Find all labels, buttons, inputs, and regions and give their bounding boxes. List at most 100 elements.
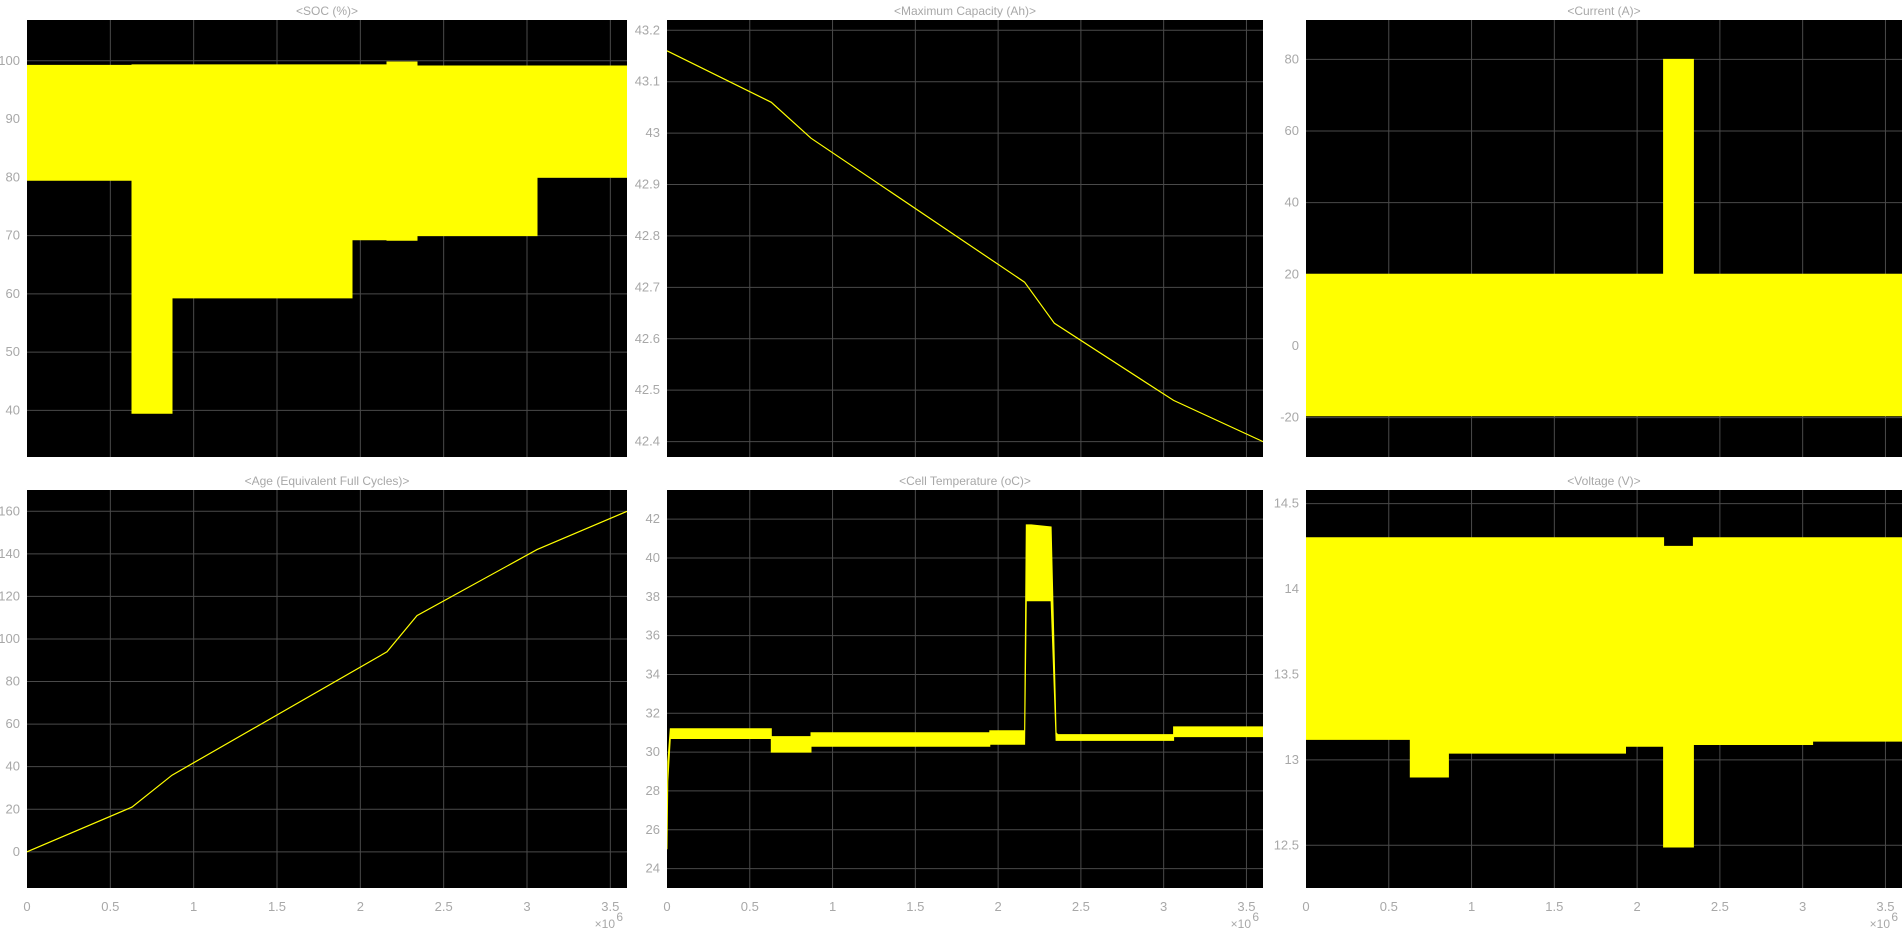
y-tick-label: 30: [646, 744, 660, 759]
x-tick-label: 0.5: [101, 899, 119, 914]
y-tick-label: 40: [6, 402, 20, 417]
y-tick-label: 80: [6, 674, 20, 689]
y-tick-label: 40: [646, 550, 660, 565]
y-tick-label: 26: [646, 822, 660, 837]
x-tick-label: 3: [1160, 899, 1167, 914]
y-tick-label: 43: [646, 125, 660, 140]
y-tick-label: 43.2: [635, 22, 660, 37]
max_capacity-axes: [667, 20, 1263, 457]
x-tick-label: 2.5: [1072, 899, 1090, 914]
y-tick-label: 50: [6, 344, 20, 359]
y-tick-label: 34: [646, 666, 660, 681]
plot-cell_temperature: <Cell Temperature (oC)>24262830323436384…: [646, 474, 1263, 931]
x-tick-label: 1: [1468, 899, 1475, 914]
y-tick-label: 42.8: [635, 228, 660, 243]
x-tick-label: 3.5: [601, 899, 619, 914]
x-tick-label: 3: [1799, 899, 1806, 914]
plot-soc: <SOC (%)> 40 50 60 70 80 90 100: [0, 4, 627, 457]
y-tick-label: 14: [1285, 581, 1299, 596]
y-tick-label: 13.5: [1274, 666, 1299, 681]
cell_temperature-grid: [667, 490, 1263, 888]
x-tick-label: 1: [190, 899, 197, 914]
soc-title: <SOC (%)>: [296, 4, 358, 18]
current-trace-band: [1306, 58, 1902, 417]
voltage-title: <Voltage (V)>: [1567, 474, 1640, 488]
y-tick-label: 42.7: [635, 279, 660, 294]
cell_temperature-x-exponent: ×10: [1231, 917, 1252, 931]
y-tick-label: 38: [646, 589, 660, 604]
y-tick-label: 140: [0, 546, 20, 561]
y-tick-label: 120: [0, 588, 20, 603]
cell_temperature-x-exponent-power: 6: [1252, 910, 1259, 924]
max_capacity-grid: [667, 20, 1263, 457]
age-x-exponent-power: 6: [616, 910, 623, 924]
y-tick-label: 36: [646, 628, 660, 643]
y-tick-label: 60: [6, 716, 20, 731]
y-tick-label: 12.5: [1274, 837, 1299, 852]
x-tick-label: 2: [1633, 899, 1640, 914]
y-tick-label: 40: [1285, 195, 1299, 210]
age-x-exponent: ×10: [595, 917, 616, 931]
y-tick-label: 100: [0, 631, 20, 646]
y-tick-label: 42.6: [635, 331, 660, 346]
x-tick-label: 0.5: [1380, 899, 1398, 914]
y-tick-label: 40: [6, 759, 20, 774]
y-tick-label: 70: [6, 228, 20, 243]
y-tick-label: 14.5: [1274, 496, 1299, 511]
x-tick-label: 1.5: [268, 899, 286, 914]
y-tick-label: 60: [6, 286, 20, 301]
y-tick-label: 20: [6, 801, 20, 816]
y-tick-label: 100: [0, 53, 20, 68]
y-tick-label: 90: [6, 111, 20, 126]
y-tick-label: 0: [13, 844, 20, 859]
x-tick-label: 1.5: [1545, 899, 1563, 914]
cell_temperature-trace-band: [667, 524, 1263, 850]
y-tick-label: 32: [646, 705, 660, 720]
age-title: <Age (Equivalent Full Cycles)>: [245, 474, 410, 488]
y-tick-label: 42.5: [635, 382, 660, 397]
x-tick-label: 3: [523, 899, 530, 914]
age-grid: [27, 490, 627, 888]
y-tick-label: 43.1: [635, 74, 660, 89]
y-tick-label: 42.9: [635, 177, 660, 192]
plot-voltage: <Voltage (V)> 12.5 13 13.5 14 14.5 0 0.5 1 1.5 2 2.…: [1274, 474, 1902, 931]
x-tick-label: 2: [357, 899, 364, 914]
y-tick-label: 13: [1285, 752, 1299, 767]
x-tick-label: 0: [663, 899, 670, 914]
max_capacity-title: <Maximum Capacity (Ah)>: [894, 4, 1036, 18]
plot-age: <Age (Equivalent Full Cycles)>0204060801…: [0, 474, 627, 931]
y-tick-label: -20: [1280, 410, 1299, 425]
x-tick-label: 2: [994, 899, 1001, 914]
x-tick-label: 2.5: [1711, 899, 1729, 914]
current-title: <Current (A)>: [1567, 4, 1640, 18]
voltage-x-exponent: ×10: [1870, 917, 1891, 931]
y-tick-label: 42: [646, 511, 660, 526]
cell_temperature-title: <Cell Temperature (oC)>: [899, 474, 1031, 488]
age-trace-line: [27, 510, 627, 853]
x-tick-label: 3.5: [1237, 899, 1255, 914]
max_capacity-trace-line: [667, 50, 1263, 443]
plot-max_capacity: <Maximum Capacity (Ah)> 42.4 42.5 42.6 42.7 4…: [635, 4, 1263, 457]
y-tick-label: 60: [1285, 123, 1299, 138]
x-tick-label: 1.5: [906, 899, 924, 914]
voltage-trace-band: [1306, 537, 1902, 848]
y-tick-label: 160: [0, 503, 20, 518]
x-tick-label: 0: [1302, 899, 1309, 914]
soc-trace-band: [27, 61, 627, 414]
y-tick-label: 80: [6, 169, 20, 184]
x-tick-label: 3.5: [1876, 899, 1894, 914]
cell_temperature-axes: [667, 490, 1263, 888]
x-tick-label: 0: [23, 899, 30, 914]
y-tick-label: 0: [1292, 338, 1299, 353]
x-tick-label: 2.5: [435, 899, 453, 914]
plot-current: <Current (A)> -20 0 20 40 60 80: [1280, 4, 1902, 457]
x-tick-label: 1: [829, 899, 836, 914]
y-tick-label: 24: [646, 861, 660, 876]
y-tick-label: 42.4: [635, 434, 660, 449]
y-tick-label: 20: [1285, 266, 1299, 281]
y-tick-label: 28: [646, 783, 660, 798]
x-tick-label: 0.5: [741, 899, 759, 914]
y-tick-label: 80: [1285, 51, 1299, 66]
voltage-x-exponent-power: 6: [1891, 910, 1898, 924]
